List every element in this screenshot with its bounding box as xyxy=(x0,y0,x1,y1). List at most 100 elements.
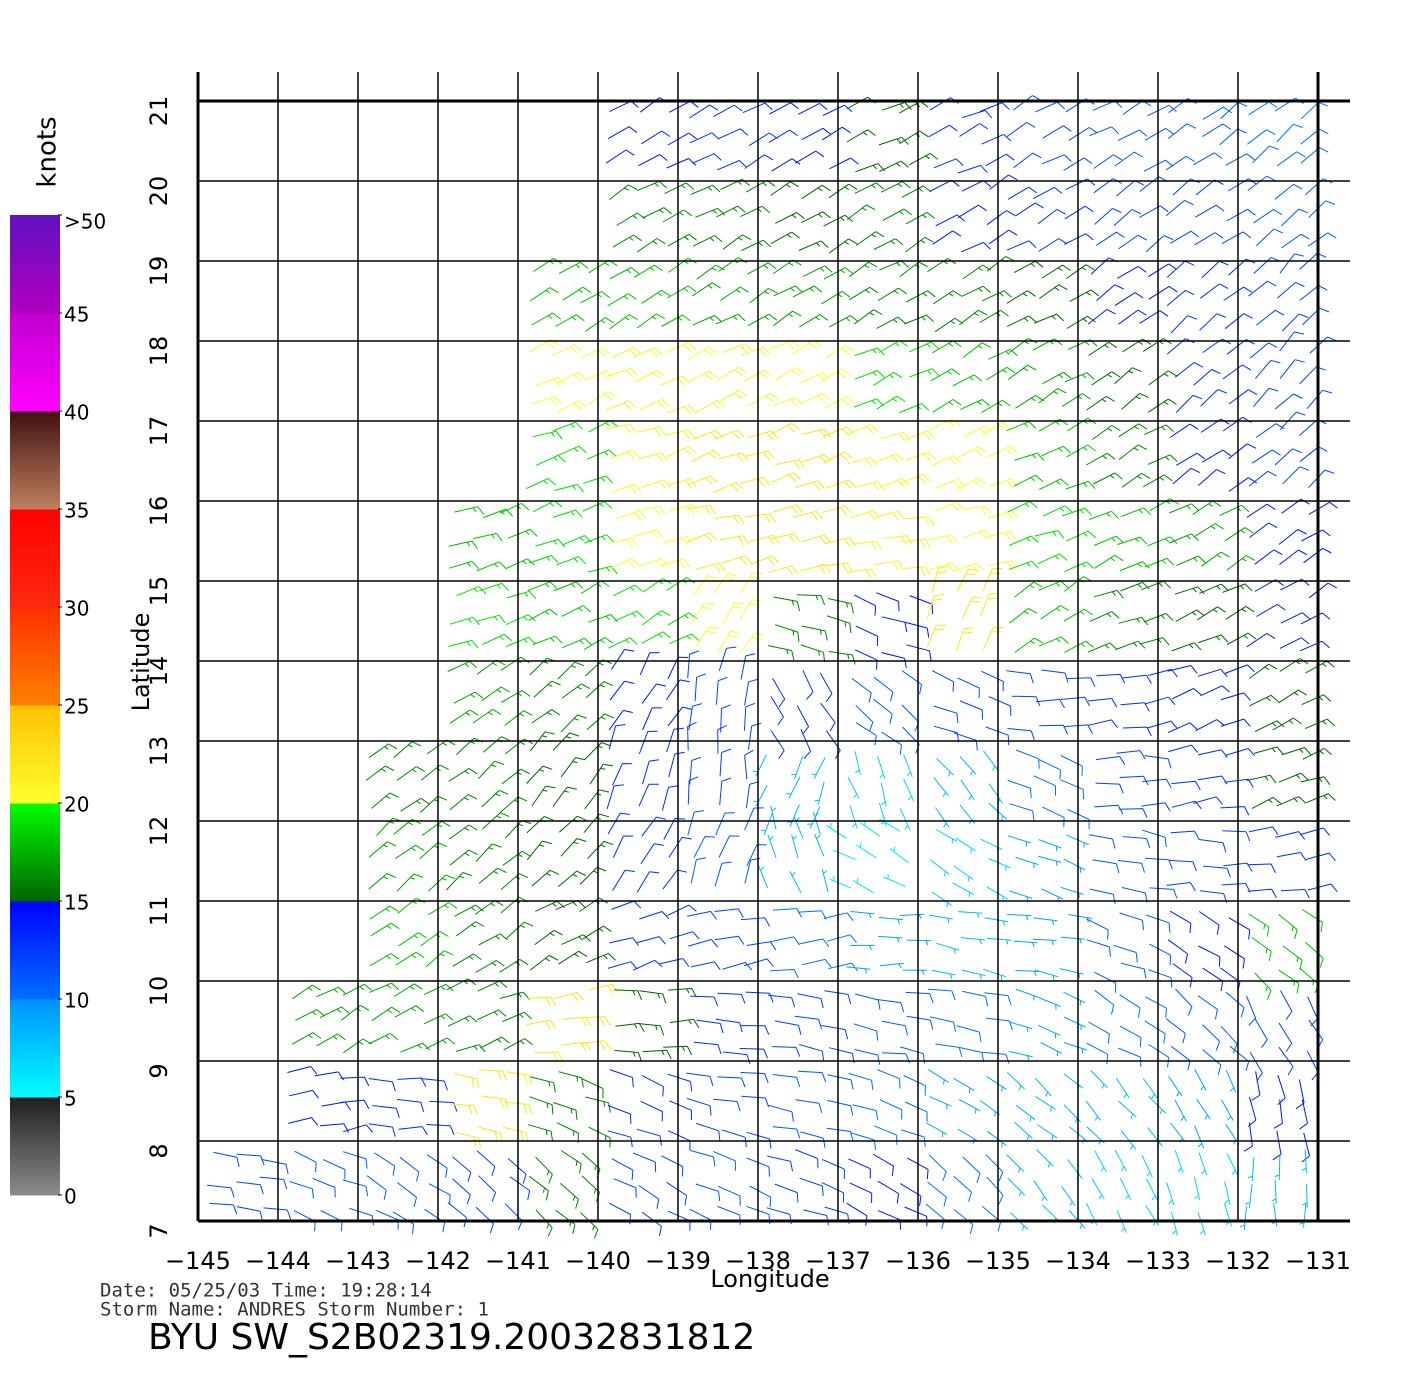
wind-barb xyxy=(583,475,614,484)
wind-barb xyxy=(605,149,635,164)
wind-barb xyxy=(668,836,692,858)
wind-barb xyxy=(1220,806,1250,816)
wind-barb xyxy=(502,850,531,866)
wind-barb xyxy=(1119,994,1141,1018)
wind-barb xyxy=(986,1176,1004,1205)
wind-barb xyxy=(341,1005,370,1021)
wind-barb xyxy=(319,1006,350,1019)
wind-barb xyxy=(639,911,670,920)
wind-barb xyxy=(959,756,977,776)
wind-barb xyxy=(758,865,769,889)
wind-barb xyxy=(426,1154,448,1178)
wind-barb xyxy=(1143,159,1174,172)
wind-barb xyxy=(532,430,563,440)
wind-barb xyxy=(1199,839,1227,853)
wind-barb xyxy=(692,235,723,247)
wind-barb xyxy=(717,366,748,381)
wind-barb xyxy=(691,282,721,297)
wind-barb xyxy=(1148,285,1178,300)
wind-barb xyxy=(640,479,671,490)
wind-barb xyxy=(588,1126,611,1148)
wind-barb xyxy=(1087,698,1118,708)
wind-barb xyxy=(585,681,614,699)
wind-barb xyxy=(1040,1042,1063,1057)
wind-barb xyxy=(687,721,697,751)
wind-barb xyxy=(1088,834,1116,849)
wind-barb xyxy=(1251,936,1272,962)
wind-barb xyxy=(1197,1212,1206,1236)
wind-barb xyxy=(506,636,536,647)
wind-barb xyxy=(876,395,906,410)
wind-barb xyxy=(560,714,587,733)
wind-barb xyxy=(823,562,853,573)
wind-barb xyxy=(1148,263,1178,278)
wind-barb xyxy=(743,958,774,967)
wind-barb xyxy=(1035,1096,1056,1112)
wind-barb xyxy=(1012,695,1041,707)
wind-barb xyxy=(687,532,717,543)
wind-barb xyxy=(988,858,1011,871)
wind-barb xyxy=(742,102,773,114)
x-tick-label: −135 xyxy=(965,1247,1031,1275)
wind-barb xyxy=(340,1076,370,1087)
wind-barb xyxy=(1246,774,1277,784)
wind-barb xyxy=(583,370,614,381)
colorbar-tick-label: 15 xyxy=(64,891,89,915)
wind-barb xyxy=(1299,366,1326,385)
wind-barb xyxy=(722,962,753,971)
wind-barb xyxy=(957,164,988,174)
wind-barb xyxy=(662,869,688,890)
wind-barb xyxy=(365,765,395,781)
wind-barb xyxy=(823,267,854,280)
wind-barb xyxy=(693,1041,722,1055)
wind-barb xyxy=(482,736,511,753)
wind-barb xyxy=(905,430,936,441)
wind-barb xyxy=(531,785,556,807)
wind-barb xyxy=(846,129,876,143)
wind-barb xyxy=(1069,289,1099,303)
wind-barb xyxy=(1279,637,1310,649)
wind-barb xyxy=(1174,1150,1184,1174)
wind-barb xyxy=(452,1178,471,1205)
wind-barb xyxy=(768,1104,794,1122)
wind-barb xyxy=(1169,503,1200,514)
wind-barb xyxy=(1060,779,1084,800)
wind-barb xyxy=(633,529,664,540)
wind-barb xyxy=(476,1009,507,1021)
wind-barb xyxy=(660,558,691,569)
wind-barb xyxy=(1226,1153,1239,1176)
wind-barb xyxy=(1254,972,1272,1000)
wind-barb xyxy=(687,650,700,679)
wind-barb xyxy=(1119,775,1149,786)
wind-barb xyxy=(770,805,777,830)
y-tick-label: 13 xyxy=(145,736,173,767)
wind-barb xyxy=(1303,547,1332,564)
wind-barb xyxy=(687,370,718,383)
wind-barb xyxy=(852,1104,879,1121)
wind-barb xyxy=(1224,945,1245,969)
wind-barb xyxy=(1251,1071,1261,1101)
wind-barb xyxy=(1243,1122,1253,1152)
wind-barb xyxy=(478,1175,497,1202)
wind-barb xyxy=(980,838,1003,853)
wind-barb xyxy=(611,1158,634,1181)
wind-barb xyxy=(1253,387,1279,408)
wind-barb xyxy=(986,1075,1007,1092)
wind-barb xyxy=(1223,286,1253,301)
wind-barb xyxy=(1087,642,1118,653)
wind-barb xyxy=(1281,233,1310,249)
wind-barb xyxy=(1299,1203,1307,1228)
y-tick-label: 9 xyxy=(145,1063,173,1078)
wind-barb xyxy=(1037,208,1066,225)
wind-barb xyxy=(713,481,744,493)
wind-barb xyxy=(874,560,904,571)
wind-barb xyxy=(588,259,618,274)
wind-barb xyxy=(854,993,881,1010)
wind-barb xyxy=(584,789,610,810)
wind-barb xyxy=(499,991,530,1000)
wind-barb xyxy=(1168,744,1199,753)
wind-barb xyxy=(529,955,559,971)
wind-barb xyxy=(528,555,559,564)
wind-barb xyxy=(295,1009,325,1021)
wind-barb xyxy=(553,991,584,1002)
